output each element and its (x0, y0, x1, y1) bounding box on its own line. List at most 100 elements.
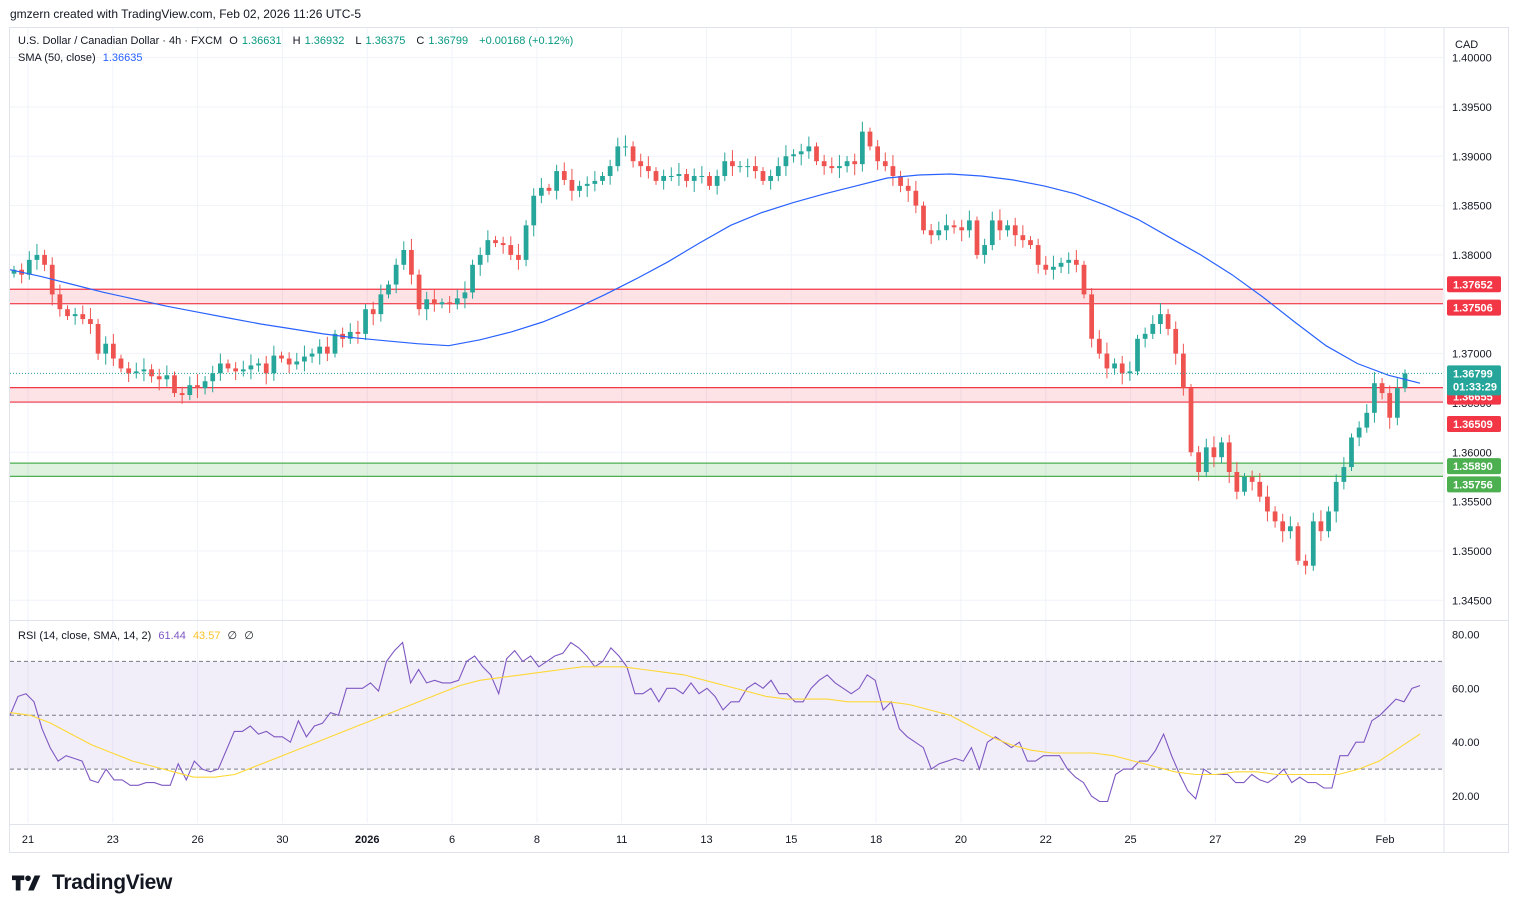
candle-body (630, 146, 636, 162)
candle (775, 157, 781, 182)
candle (263, 355, 269, 385)
candle-body (164, 375, 170, 380)
candle-body (1173, 328, 1179, 354)
candle-body (11, 269, 17, 274)
candle (347, 323, 353, 344)
sma-label[interactable]: SMA (50, close) (18, 52, 96, 64)
candle (814, 142, 819, 166)
candle-body (370, 309, 376, 315)
candle (951, 220, 957, 234)
candle (867, 127, 873, 151)
candle (982, 238, 988, 264)
candle (882, 152, 888, 172)
candle (538, 177, 544, 204)
candle-body (156, 376, 162, 380)
rsi-label[interactable]: RSI (14, close, SMA, 14, 2) (18, 630, 152, 642)
chart-frame (9, 27, 1509, 853)
date-tick-label: 20 (955, 834, 967, 846)
candle (424, 291, 430, 321)
candle-body (1226, 442, 1232, 472)
candle-body (653, 171, 659, 181)
candle (584, 176, 590, 197)
date-tick-label: 29 (1294, 834, 1306, 846)
candle-body (149, 369, 154, 377)
candle (1180, 343, 1186, 396)
symbol-label[interactable]: U.S. Dollar / Canadian Dollar · 4h · FXC… (18, 35, 223, 47)
candle-body (1272, 511, 1278, 522)
candle (1028, 236, 1033, 250)
candle (1012, 217, 1018, 247)
candle (164, 365, 170, 387)
candle-body (1265, 496, 1270, 512)
candle (966, 210, 972, 238)
candle (309, 348, 315, 363)
candle (806, 136, 812, 159)
candle (745, 158, 751, 178)
candle-body (1387, 393, 1393, 418)
zone-label: 1.35890 (1453, 461, 1493, 473)
candle (829, 157, 835, 174)
candle-body (1203, 447, 1209, 472)
candle (1226, 434, 1232, 484)
candle (1295, 522, 1301, 565)
candle-body (1081, 264, 1087, 295)
candle-body (1180, 353, 1186, 389)
candle-body (42, 254, 47, 265)
candle (363, 304, 368, 341)
candle-body (737, 166, 743, 168)
candle (462, 281, 468, 309)
date-tick-label: 23 (107, 834, 119, 846)
candle-body (447, 302, 453, 305)
candle-body (1119, 363, 1125, 374)
candle-body (707, 176, 712, 186)
candle-body (661, 176, 667, 181)
candle-body (1394, 388, 1400, 418)
candle (179, 386, 185, 404)
candle-body (1341, 467, 1347, 482)
candle-body (684, 174, 689, 181)
candle-body (401, 250, 407, 265)
candle-body (1234, 472, 1240, 492)
candle-body (1242, 476, 1247, 492)
candle (875, 140, 881, 170)
candle-body (1249, 476, 1255, 482)
tradingview-brand[interactable]: TradingView (12, 871, 172, 895)
candle-body (317, 346, 323, 354)
candle-body (454, 298, 460, 305)
candle (110, 333, 116, 367)
candle-body (302, 356, 307, 362)
candle (730, 150, 735, 176)
candle (454, 289, 460, 310)
candle (577, 180, 582, 198)
candle-body (477, 254, 483, 265)
candle (959, 219, 965, 242)
price-tick-label: 1.39500 (1452, 102, 1492, 114)
candle (1356, 421, 1362, 447)
candle-body (1073, 259, 1079, 265)
candle-body (592, 180, 598, 184)
candle-body (1333, 481, 1339, 512)
change-value: +0.00168 (+0.12%) (479, 35, 574, 47)
candle-body (722, 161, 728, 176)
low-value: 1.36375 (365, 35, 406, 47)
candle (760, 167, 766, 185)
candle-body (561, 171, 567, 180)
candle (752, 156, 758, 179)
candle (1379, 378, 1385, 400)
candle-body (386, 284, 391, 295)
candle (500, 236, 506, 254)
candle-body (875, 146, 881, 162)
candle (256, 358, 261, 372)
candle (225, 359, 231, 373)
tradingview-logo-icon (12, 875, 41, 891)
candle (88, 308, 93, 334)
candle (217, 353, 223, 381)
candle-body (286, 358, 292, 365)
candle-body (225, 363, 231, 369)
candle-body (88, 319, 93, 324)
candle (1387, 385, 1393, 429)
candle-body (837, 166, 842, 169)
candle (1035, 238, 1041, 274)
candle-body (393, 264, 399, 285)
